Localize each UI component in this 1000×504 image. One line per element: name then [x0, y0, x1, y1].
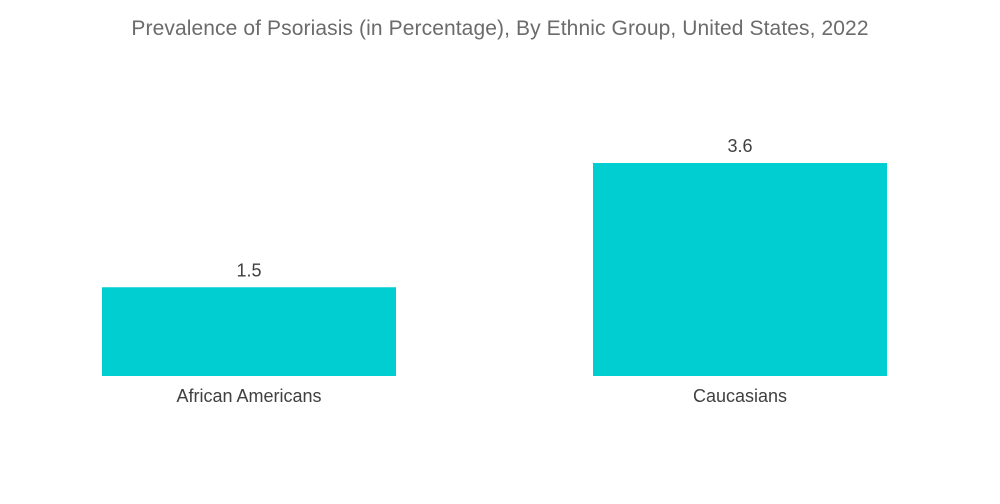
value-labels-group: 1.5 3.6 [236, 136, 752, 280]
bars-group [102, 163, 887, 376]
category-labels-group: African Americans Caucasians [176, 386, 787, 406]
category-label: African Americans [176, 386, 321, 406]
value-label: 3.6 [727, 136, 752, 156]
value-label: 1.5 [236, 260, 261, 280]
bar-caucasians [593, 163, 887, 376]
chart-title: Prevalence of Psoriasis (in Percentage),… [131, 17, 869, 40]
bar-african-americans [102, 287, 396, 376]
category-label: Caucasians [693, 386, 787, 406]
